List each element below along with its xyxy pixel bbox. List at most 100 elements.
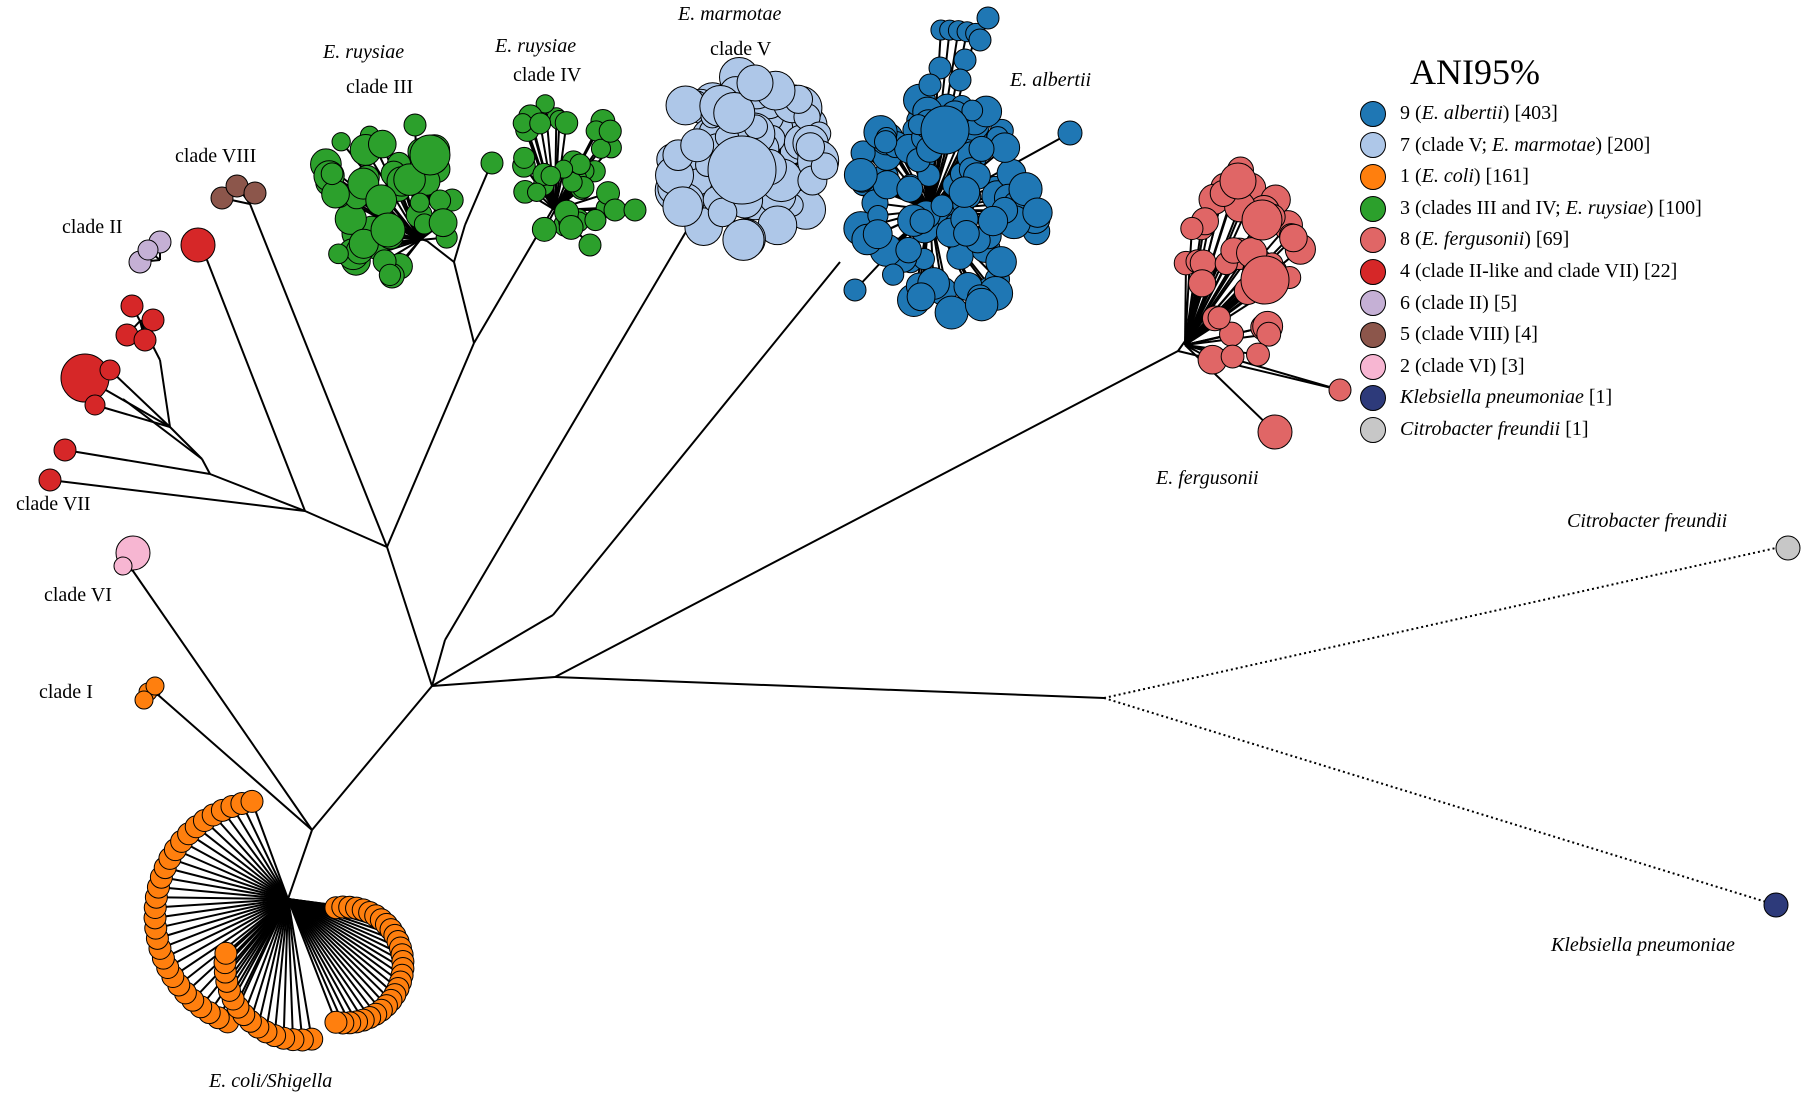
tree-branch — [132, 570, 313, 831]
tree-branch — [249, 898, 289, 1022]
fergusonii-tip — [1257, 414, 1293, 450]
clade-ii-like-tip — [141, 308, 165, 332]
fergusonii-tip — [1279, 223, 1308, 253]
clade-iii-tip — [378, 263, 402, 287]
clade-iii-tip — [409, 134, 451, 176]
tree-branch — [287, 898, 365, 1021]
fergusonii-tip — [1207, 306, 1231, 330]
label-e-coli-shigella: E. coli/Shigella — [208, 1070, 332, 1092]
tree-branch — [240, 803, 289, 900]
tree-branch — [431, 614, 554, 687]
clade-iii-tip — [328, 243, 349, 265]
albertii-tip — [873, 130, 898, 154]
tree-branch — [287, 898, 399, 990]
tree-branch — [249, 203, 388, 548]
fergusonii-tip — [1246, 342, 1270, 367]
marmotae-tip — [795, 132, 826, 162]
coli-tip — [214, 941, 238, 965]
label-clade-iii: clade III — [346, 76, 413, 98]
albertii-tip — [964, 287, 999, 322]
clade-viii-tip — [243, 181, 267, 205]
clade-ii-like-tip — [180, 227, 216, 263]
tree-branch — [94, 404, 171, 428]
albertii-tip — [961, 99, 984, 122]
tree-branch — [122, 398, 203, 460]
tree-branch — [159, 898, 289, 950]
tree-branch — [156, 693, 313, 831]
clade-iii-tip — [365, 184, 398, 217]
label-clade-viii: clade VIII — [175, 145, 256, 167]
tree-branch — [304, 510, 388, 548]
albertii-tip — [882, 263, 905, 286]
tree-branch — [287, 898, 371, 1019]
marmotae-tip — [680, 128, 715, 163]
tree-branch — [242, 898, 289, 1015]
clade-i-tip — [145, 676, 165, 696]
tree-branch — [162, 898, 289, 960]
tree-branch — [287, 898, 404, 970]
clade-iii-tip — [393, 163, 426, 196]
marmotae-tip — [665, 85, 706, 126]
albertii-tip — [909, 208, 935, 234]
legend-label: 4 (clade II-like and clade VII) [22] — [1400, 259, 1678, 282]
tree-branch — [287, 898, 388, 1007]
clade-vi-tip — [113, 556, 133, 576]
albertii-tip — [977, 205, 1009, 237]
clade-iii-tip — [428, 208, 458, 238]
legend-item-fergusonii: 8 (E. fergusonii) [69] — [1360, 224, 1702, 256]
albertii-tip — [953, 219, 980, 247]
tree-branch — [287, 898, 377, 1015]
legend-label: 3 (clades III and IV; E. ruysiae) [100] — [1400, 196, 1702, 219]
label-clade-vi: clade VI — [44, 584, 112, 606]
fergusonii-tip — [1241, 199, 1283, 241]
tree-branch — [453, 261, 475, 344]
albertii-tip — [1022, 197, 1053, 228]
tree-branch — [554, 676, 1105, 699]
tree-branch — [226, 898, 289, 982]
citrobacter-tip — [1775, 535, 1801, 561]
clade-iv-tip — [540, 165, 561, 187]
tree-branch — [287, 898, 344, 1024]
clade-iii-tip — [367, 129, 397, 159]
tree-branch — [1184, 228, 1193, 346]
albertii-tip — [896, 175, 924, 203]
tree-branch — [195, 826, 289, 900]
tree-branch — [156, 896, 289, 900]
tree-branch — [181, 840, 289, 900]
legend-label: 5 (clade VIII) [4] — [1400, 323, 1538, 346]
legend-item-clade_VI: 2 (clade VI) [3] — [1360, 351, 1702, 383]
clade-iv-tip — [558, 214, 584, 240]
tree-branch — [251, 801, 289, 900]
tree-branch — [232, 898, 289, 1000]
albertii-tip — [843, 278, 867, 302]
tree-branch — [311, 685, 433, 831]
legend-label: Klebsiella pneumoniae [1] — [1400, 386, 1613, 409]
tree-branch — [287, 898, 358, 1023]
fergusonii-tip — [1256, 321, 1282, 347]
tree-branch — [212, 814, 289, 900]
tree-branch — [264, 898, 289, 1032]
tree-branch — [164, 866, 289, 900]
legend-label: Citrobacter freundii [1] — [1400, 417, 1589, 440]
tree-branch — [273, 898, 289, 1036]
legend-item-coli: 1 (E. coli) [161] — [1360, 161, 1702, 193]
legend-swatch — [1360, 385, 1386, 412]
tree-branch — [444, 212, 698, 641]
tree-branch — [386, 546, 433, 687]
clade-iv-tip — [535, 94, 555, 114]
tree-branch — [287, 898, 403, 977]
tree-branch — [64, 449, 211, 475]
tree-branch — [49, 479, 306, 512]
tree-tips — [38, 6, 1801, 1052]
klebsiella-tip — [1763, 892, 1789, 918]
albertii-tip — [976, 6, 1000, 30]
legend-item-marmotae: 7 (clade V; E. marmotae) [200] — [1360, 130, 1702, 162]
albertii-tip — [918, 73, 942, 97]
legend-swatch — [1360, 321, 1386, 348]
clade-iii-tip — [370, 212, 406, 248]
label-citrobacter-freundii: Citrobacter freundii — [1567, 510, 1727, 532]
marmotae-tip — [707, 135, 777, 205]
clade-viii-tip — [210, 186, 234, 210]
tree-branch — [231, 805, 289, 900]
clade-iii-tip — [480, 151, 504, 175]
